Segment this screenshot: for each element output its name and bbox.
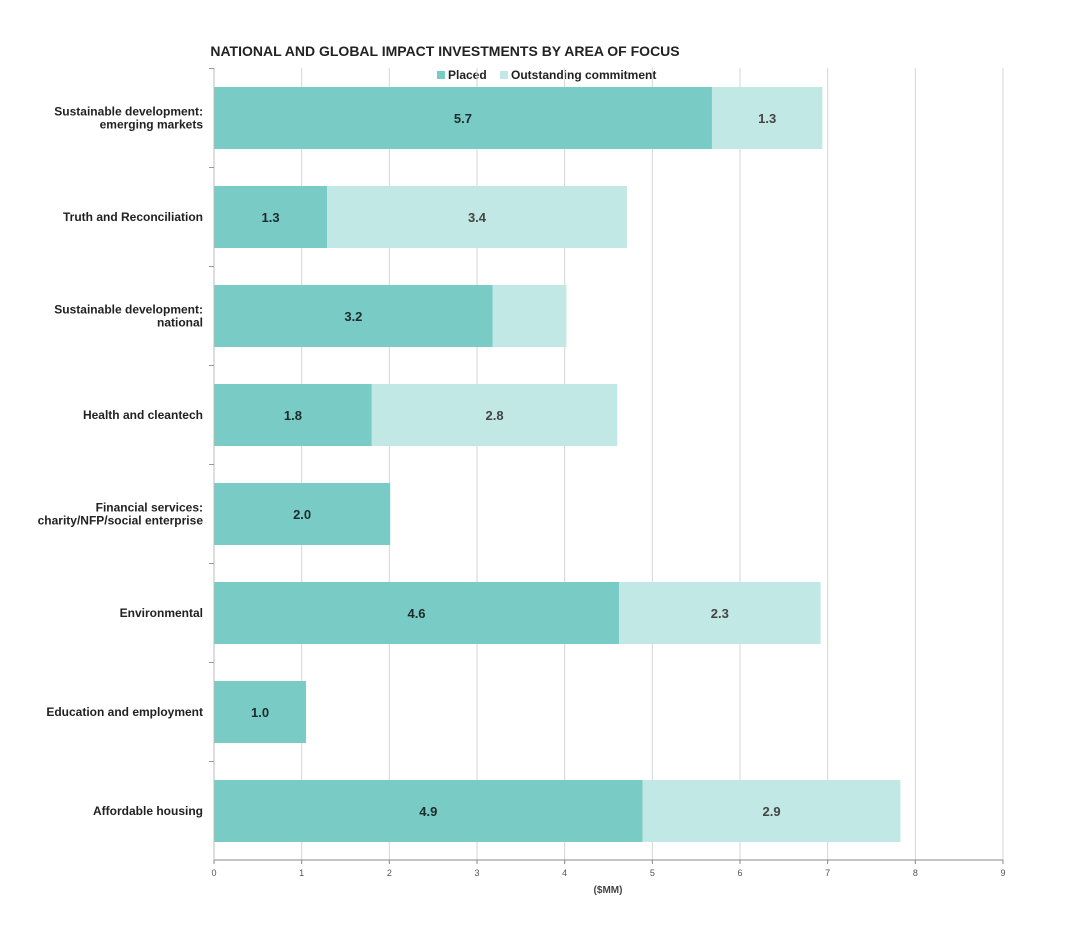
bar-outstanding-1 <box>327 186 627 248</box>
data-label-outstanding-1: 3.4 <box>468 210 487 225</box>
chart-title: NATIONAL AND GLOBAL IMPACT INVESTMENTS B… <box>210 43 679 59</box>
x-tick-label-1: 1 <box>299 868 304 878</box>
x-tick-label-4: 4 <box>562 868 567 878</box>
bar-outstanding-7 <box>642 780 901 842</box>
x-axis: 0 1 2 3 4 5 6 7 8 9 <box>209 68 1006 878</box>
data-label-placed-7: 4.9 <box>419 804 437 819</box>
x-tick-label-2: 2 <box>387 868 392 878</box>
bar-outstanding-0 <box>711 87 823 149</box>
bar-placed-4 <box>214 483 391 545</box>
data-label-placed-4: 2.0 <box>293 507 311 522</box>
bar-outstanding-5 <box>619 582 821 644</box>
x-tick-label-8: 8 <box>913 868 918 878</box>
bar-outstanding-2 <box>492 285 567 347</box>
category-label-6: Education and employment <box>46 705 203 719</box>
data-label-placed-0: 5.7 <box>454 111 472 126</box>
x-tick-label-9: 9 <box>1000 868 1005 878</box>
category-label-3: Health and cleantech <box>83 408 203 422</box>
category-label-2: Sustainable development: <box>54 303 203 317</box>
category-label-7: Affordable housing <box>93 804 203 818</box>
x-axis-title: ($MM) <box>594 885 623 896</box>
x-tick-label-0: 0 <box>211 868 216 878</box>
data-label-outstanding-0: 1.3 <box>758 111 776 126</box>
legend-label-placed: Placed <box>448 68 487 82</box>
data-label-placed-3: 1.8 <box>284 408 302 423</box>
data-label-placed-5: 4.6 <box>407 606 425 621</box>
category-label-1: Truth and Reconciliation <box>63 210 203 224</box>
legend: Placed Outstanding commitment <box>437 68 656 82</box>
data-label-outstanding-3: 2.8 <box>485 408 503 423</box>
data-label-placed-2: 3.2 <box>344 309 362 324</box>
data-label-outstanding-7: 2.9 <box>763 804 781 819</box>
bar-placed-2 <box>214 285 493 347</box>
category-label-0: Sustainable development: <box>54 105 203 119</box>
bar-placed-5 <box>214 582 620 644</box>
category-labels: Sustainable development:emerging markets… <box>38 105 204 819</box>
x-tick-label-3: 3 <box>474 868 479 878</box>
category-label-0: emerging markets <box>100 118 204 132</box>
x-tick-label-5: 5 <box>650 868 655 878</box>
data-label-placed-1: 1.3 <box>262 210 280 225</box>
data-label-outstanding-5: 2.3 <box>711 606 729 621</box>
data-label-placed-6: 1.0 <box>251 705 269 720</box>
bar-placed-7 <box>214 780 643 842</box>
bar-outstanding-3 <box>371 384 618 446</box>
legend-swatch-placed <box>437 71 445 79</box>
data-labels: 5.7 1.3 1.3 3.4 3.2 1.8 2.8 2.0 4.6 2.3 1.0 4.9 2.9 <box>251 111 781 819</box>
x-tick-label-7: 7 <box>825 868 830 878</box>
legend-swatch-outstanding <box>500 71 508 79</box>
legend-label-outstanding: Outstanding commitment <box>511 68 656 82</box>
category-label-4: charity/NFP/social enterprise <box>38 514 204 528</box>
bar-placed-6 <box>214 681 307 743</box>
category-label-5: Environmental <box>120 606 203 620</box>
x-tick-label-6: 6 <box>737 868 742 878</box>
category-label-2: national <box>157 316 203 330</box>
bar-placed-0 <box>214 87 712 149</box>
bar-placed-1 <box>214 186 328 248</box>
bar-placed-3 <box>214 384 372 446</box>
category-label-4: Financial services: <box>96 501 203 515</box>
bars <box>214 87 901 842</box>
